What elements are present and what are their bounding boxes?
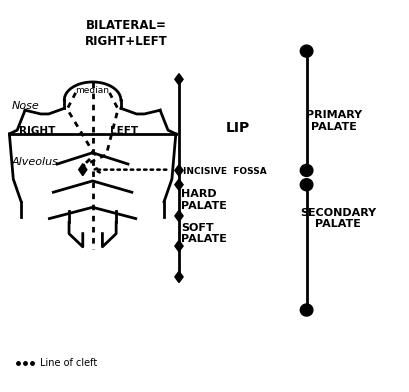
Text: LEFT: LEFT bbox=[110, 126, 138, 136]
Polygon shape bbox=[79, 163, 87, 176]
Text: INCISIVE  FOSSA: INCISIVE FOSSA bbox=[183, 167, 267, 176]
Polygon shape bbox=[175, 165, 183, 176]
Text: Alveolus: Alveolus bbox=[11, 157, 58, 167]
Text: LIP: LIP bbox=[226, 121, 250, 135]
Text: Line of cleft: Line of cleft bbox=[40, 358, 97, 368]
Text: RIGHT: RIGHT bbox=[20, 126, 56, 136]
Text: SOFT
PALATE: SOFT PALATE bbox=[181, 223, 227, 245]
Polygon shape bbox=[175, 179, 183, 191]
Circle shape bbox=[300, 179, 313, 191]
Polygon shape bbox=[175, 240, 183, 252]
Polygon shape bbox=[175, 210, 183, 221]
Polygon shape bbox=[175, 271, 183, 283]
Polygon shape bbox=[175, 74, 183, 85]
Text: HARD
PALATE: HARD PALATE bbox=[181, 189, 227, 211]
Text: BILATERAL=
RIGHT+LEFT: BILATERAL= RIGHT+LEFT bbox=[85, 19, 167, 48]
Text: Nose: Nose bbox=[11, 101, 39, 111]
Circle shape bbox=[300, 45, 313, 57]
Circle shape bbox=[300, 164, 313, 176]
Text: SECONDARY
PALATE: SECONDARY PALATE bbox=[300, 208, 376, 229]
Text: PRIMARY
PALATE: PRIMARY PALATE bbox=[306, 110, 362, 132]
Text: median: median bbox=[76, 86, 110, 95]
Circle shape bbox=[300, 304, 313, 316]
